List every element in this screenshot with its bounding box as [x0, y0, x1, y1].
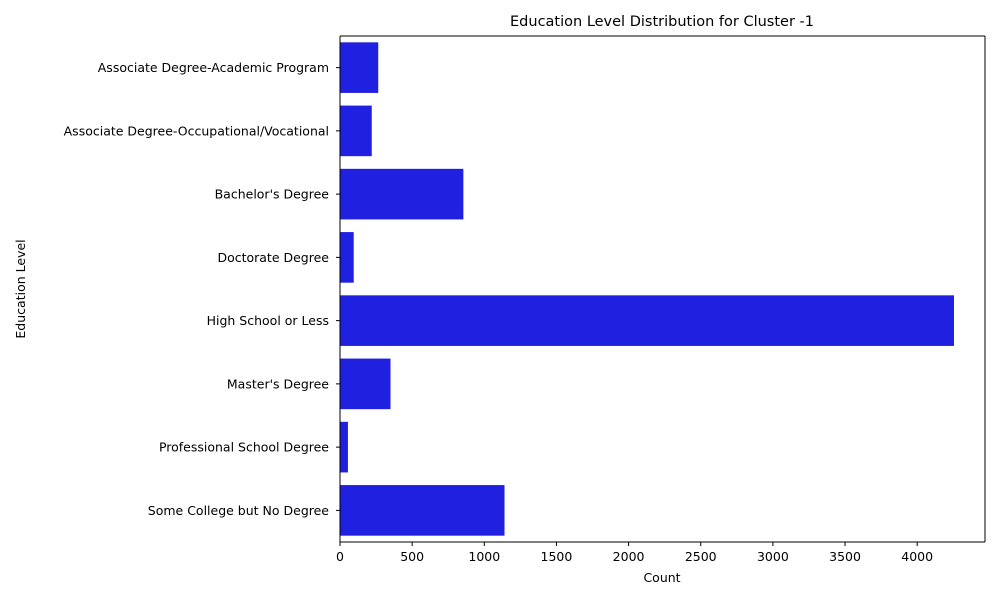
y-axis-ticks: Associate Degree-Academic Program Associa… — [64, 60, 340, 518]
y-axis-label: Education Level — [13, 239, 28, 338]
x-tick-label: 500 — [400, 549, 424, 564]
bar-4 — [340, 295, 954, 346]
bar-7 — [340, 485, 505, 536]
x-tick-label: 1000 — [468, 549, 500, 564]
x-tick-label: 3000 — [757, 549, 789, 564]
chart-title: Education Level Distribution for Cluster… — [510, 14, 814, 30]
y-tick-label: Bachelor's Degree — [215, 187, 330, 202]
bar-3 — [340, 232, 354, 283]
y-tick-label: High School or Less — [207, 313, 329, 328]
x-tick-label: 4000 — [901, 549, 933, 564]
x-tick-label: 1500 — [541, 549, 573, 564]
y-tick-label: Associate Degree-Occupational/Vocational — [64, 123, 329, 138]
bar-1 — [340, 105, 372, 157]
bar-2 — [340, 168, 464, 220]
x-tick-label: 2500 — [685, 549, 717, 564]
y-tick-label: Professional School Degree — [159, 440, 329, 455]
bar-5 — [340, 358, 391, 410]
x-axis-label: Count — [643, 570, 680, 585]
y-tick-label: Associate Degree-Academic Program — [98, 60, 329, 75]
bar-6 — [340, 421, 348, 473]
x-axis-ticks: 0 500 1000 1500 2000 2500 3000 3500 4000 — [336, 542, 933, 564]
y-tick-label: Doctorate Degree — [217, 250, 329, 265]
x-tick-label: 2000 — [613, 549, 645, 564]
x-tick-label: 0 — [336, 549, 344, 564]
y-tick-label: Master's Degree — [227, 376, 329, 391]
bar-0 — [340, 42, 379, 93]
x-tick-label: 3500 — [829, 549, 861, 564]
bars-group — [340, 42, 954, 536]
y-tick-label: Some College but No Degree — [148, 503, 330, 518]
